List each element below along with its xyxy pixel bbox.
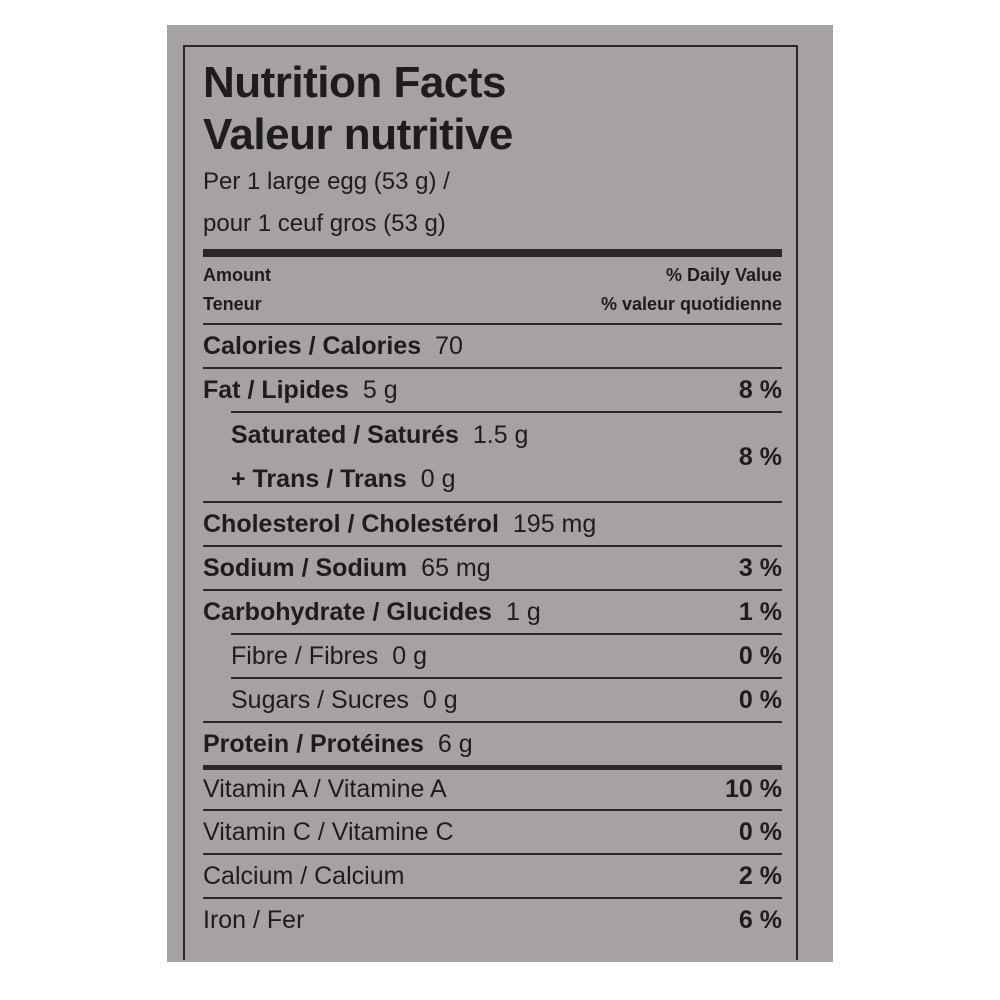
daily-value: 8 %	[738, 442, 782, 471]
nutrient-row: Vitamin A / Vitamine A 10 %	[203, 765, 782, 809]
header-amount: Amount	[203, 265, 271, 285]
nutrient-name: Sugars / Sucres	[231, 685, 409, 714]
nutrient-name: Saturated / Saturés	[231, 420, 459, 449]
nutrient-amount: 1 g	[505, 597, 541, 626]
daily-value: 8 %	[738, 375, 782, 404]
label-background: Nutrition Facts Valeur nutritive Per 1 l…	[167, 25, 833, 962]
nutrient-row: Iron / Fer 6 %	[203, 897, 782, 941]
daily-value: 2 %	[738, 861, 782, 890]
nutrient-name: Calcium / Calcium	[203, 861, 405, 890]
nutrient-list: Calories / Calories 70 Fat / Lipides 5 g 8 %…	[203, 323, 782, 941]
nutrient-name: Vitamin C / Vitamine C	[203, 817, 454, 846]
nutrient-row: Protein / Protéines 6 g	[203, 721, 782, 765]
sub-group: Saturated / Saturés 1.5 g + Trans / Trans 0…	[231, 411, 782, 501]
nutrient-amount: 70	[435, 331, 463, 360]
nutrient-amount: 195 mg	[512, 509, 597, 538]
nutrient-row: + Trans / Trans 0 g	[231, 457, 739, 501]
nutrient-amount: 65 mg	[421, 553, 491, 582]
nutrient-amount: 0 g	[420, 464, 456, 493]
nutrient-name: Fat / Lipides	[203, 375, 349, 404]
nutrient-amount: 1.5 g	[472, 420, 529, 449]
header-row: Teneur % valeur quotidienne	[203, 290, 782, 319]
nutrient-name: Cholesterol / Cholestérol	[203, 509, 499, 538]
nutrient-amount: 5 g	[362, 375, 398, 404]
nutrient-row: Fibre / Fibres 0 g 0 %	[231, 633, 782, 677]
nutrient-name: Iron / Fer	[203, 905, 305, 934]
serving: Per 1 large egg (53 g) /	[203, 168, 450, 195]
nutrient-amount: 0 g	[392, 641, 428, 670]
divider	[203, 249, 782, 257]
daily-value: 0 %	[738, 685, 782, 714]
header-dv: % Daily Value	[665, 265, 782, 285]
header-row: Amount % Daily Value	[203, 261, 782, 290]
sub-rows: Saturated / Saturés 1.5 g + Trans / Trans 0…	[231, 413, 739, 501]
header-dv: % valeur quotidienne	[600, 294, 782, 314]
header-amount: Teneur	[203, 294, 262, 314]
nutrient-amount: 6 g	[437, 729, 473, 758]
nutrient-name: + Trans / Trans	[231, 464, 407, 493]
title: Nutrition Facts	[203, 58, 506, 107]
nutrient-name: Protein / Protéines	[203, 729, 424, 758]
daily-value: 3 %	[738, 553, 782, 582]
serving: pour 1 ceuf gros (53 g)	[203, 210, 446, 237]
nutrient-name: Vitamin A / Vitamine A	[203, 775, 447, 803]
title: Valeur nutritive	[203, 110, 513, 159]
nutrient-name: Fibre / Fibres	[231, 641, 379, 670]
nutrient-row: Calcium / Calcium 2 %	[203, 853, 782, 897]
daily-value: 1 %	[738, 597, 782, 626]
nutrient-row: Fat / Lipides 5 g 8 %	[203, 367, 782, 411]
daily-value: 0 %	[738, 641, 782, 670]
nutrient-row: Cholesterol / Cholestérol 195 mg	[203, 501, 782, 545]
nutrient-amount: 0 g	[422, 685, 458, 714]
nutrient-row: Carbohydrate / Glucides 1 g 1 %	[203, 589, 782, 633]
nutrient-name: Calories / Calories	[203, 331, 422, 360]
nutrient-row: Sodium / Sodium 65 mg 3 %	[203, 545, 782, 589]
daily-value: 0 %	[738, 817, 782, 846]
nutrition-panel: Nutrition Facts Valeur nutritive Per 1 l…	[183, 45, 798, 960]
nutrient-name: Carbohydrate / Glucides	[203, 597, 492, 626]
daily-value: 10 %	[725, 775, 782, 803]
nutrient-row: Vitamin C / Vitamine C 0 %	[203, 809, 782, 853]
nutrient-row: Calories / Calories 70	[203, 323, 782, 367]
nutrient-row: Saturated / Saturés 1.5 g	[231, 413, 739, 457]
daily-value: 6 %	[738, 905, 782, 934]
nutrient-name: Sodium / Sodium	[203, 553, 408, 582]
nutrient-row: Sugars / Sucres 0 g 0 %	[231, 677, 782, 721]
